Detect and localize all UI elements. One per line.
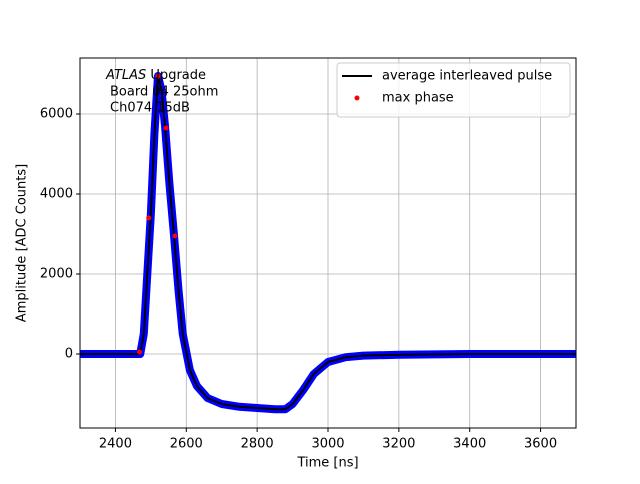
legend: average interleaved pulse max phase	[336, 62, 571, 118]
x-tick-label: 3400	[453, 437, 486, 452]
y-tick-label: 6000	[40, 107, 73, 122]
legend-box	[336, 62, 571, 118]
legend-marker	[354, 95, 360, 101]
annotation-emphasis: ATLAS	[105, 68, 146, 83]
plot-area	[80, 72, 576, 414]
x-tick-label: 2800	[241, 437, 274, 452]
x-axis-label: Time [ns]	[296, 456, 358, 471]
marker	[146, 215, 152, 221]
y-tick-label: 2000	[40, 267, 73, 282]
annotation-line: Upgrade	[150, 68, 206, 83]
marker	[163, 125, 169, 131]
marker	[172, 233, 178, 239]
x-tick-label: 3200	[382, 437, 415, 452]
annotation: ATLAS Upgrade	[105, 68, 206, 83]
line	[80, 75, 576, 411]
x-tick-label: 2600	[170, 437, 203, 452]
marker	[155, 73, 161, 79]
y-axis-label: Amplitude [ADC Counts]	[15, 164, 30, 322]
legend-label: max phase	[382, 91, 454, 106]
x-tick-label: 2400	[99, 437, 132, 452]
x-tick-label: 3000	[311, 437, 344, 452]
marker	[137, 349, 143, 355]
y-tick-label: 4000	[40, 187, 73, 202]
annotation-line: Ch074 15dB	[110, 101, 190, 116]
annotation-line: Board 04 25ohm	[110, 85, 218, 100]
x-tick-label: 3600	[524, 437, 557, 452]
legend-label: average interleaved pulse	[382, 69, 552, 84]
y-tick-label: 0	[65, 347, 73, 362]
